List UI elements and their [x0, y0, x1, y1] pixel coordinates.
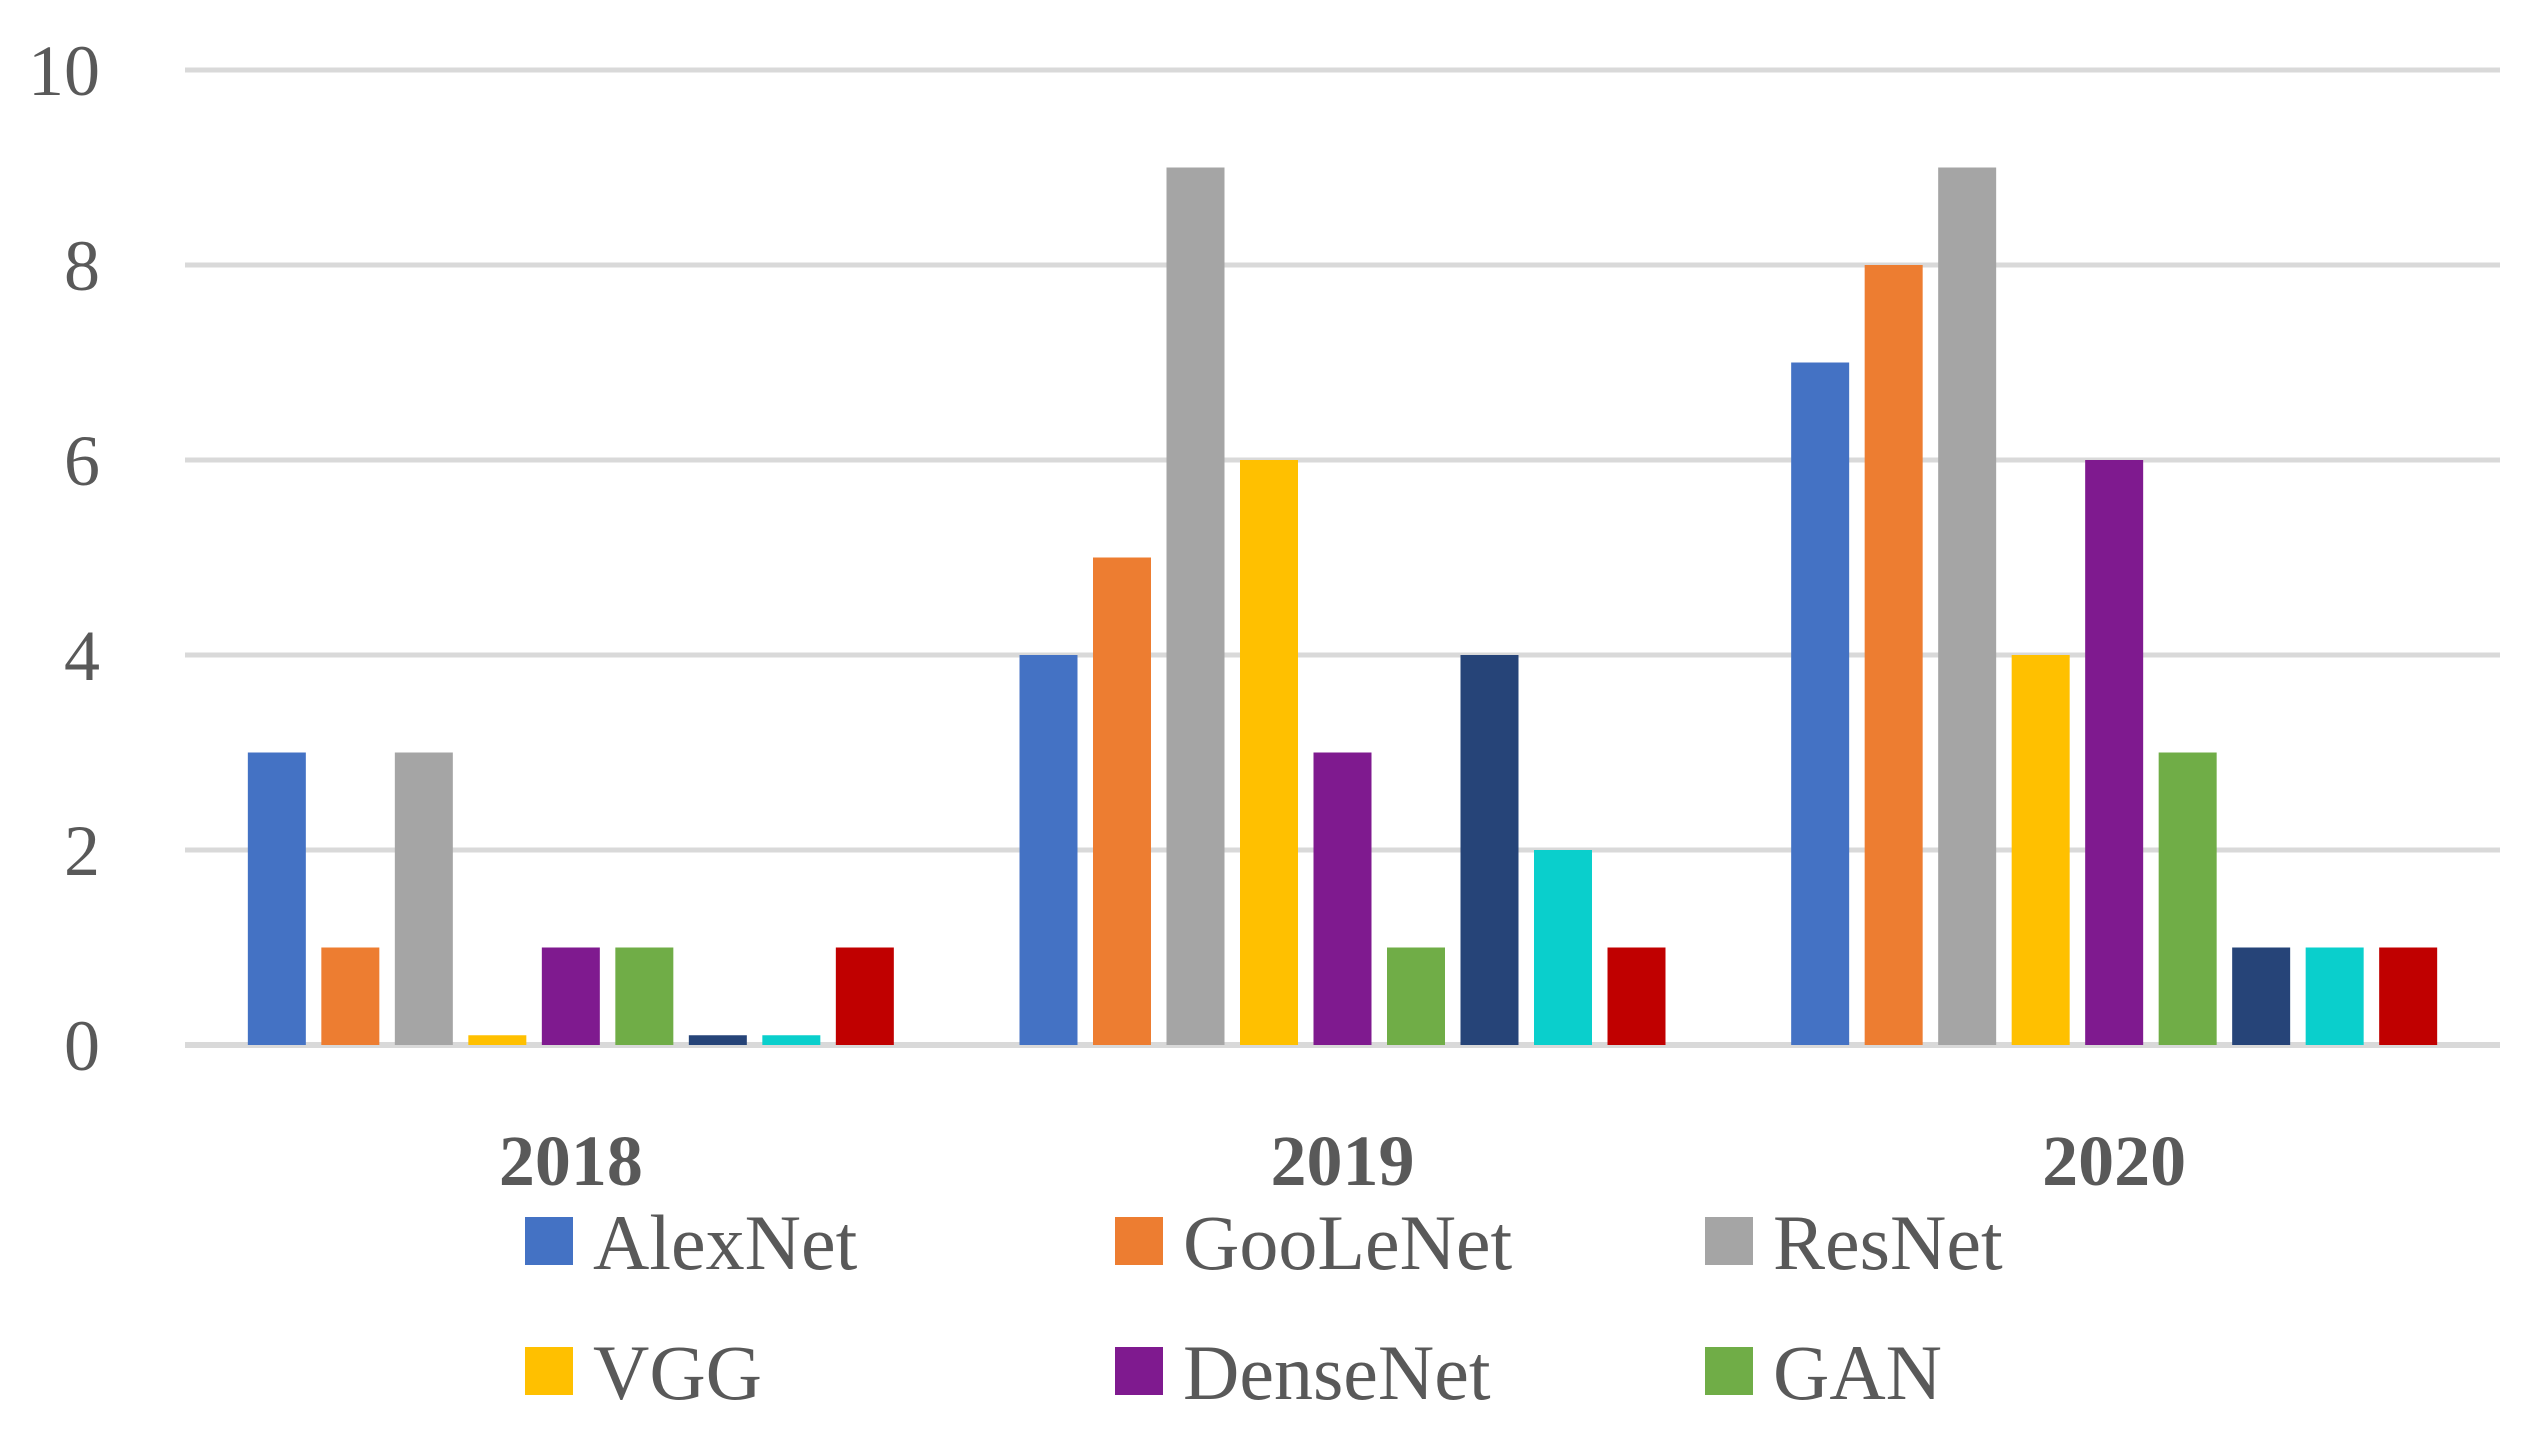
legend-label: ResNet [1773, 1199, 2003, 1286]
bar [2158, 752, 2217, 1045]
bar [1240, 460, 1298, 1045]
bar [1534, 850, 1592, 1045]
bar [321, 947, 380, 1045]
legend: AlexNet GooLeNet ResNet VGG DenseNet GAN [525, 1199, 2003, 1416]
bar [1166, 167, 1225, 1045]
y-tick-label: 0 [64, 1006, 100, 1086]
bar [468, 1035, 527, 1045]
x-category-label: 2018 [499, 1121, 643, 1201]
bar [394, 752, 453, 1045]
bar [1864, 265, 1923, 1045]
legend-label: AlexNet [593, 1199, 858, 1286]
bar [2011, 655, 2070, 1045]
bar [541, 947, 600, 1045]
bar [762, 1035, 821, 1045]
y-tick-label: 10 [28, 31, 100, 111]
y-tick-label: 8 [64, 226, 100, 306]
legend-swatch [1705, 1217, 1753, 1265]
legend-swatch [525, 1347, 573, 1395]
bar [688, 1035, 747, 1045]
bar [1313, 752, 1372, 1045]
bar [2085, 460, 2144, 1045]
x-category-label: 2020 [2042, 1121, 2186, 1201]
bar [1387, 947, 1445, 1045]
bar [835, 947, 894, 1045]
legend-label: GAN [1773, 1329, 1942, 1416]
legend-label: DenseNet [1183, 1329, 1491, 1416]
bar [1791, 362, 1850, 1045]
legend-label: GooLeNet [1183, 1199, 1513, 1286]
y-tick-label: 4 [64, 616, 100, 696]
bar [247, 752, 306, 1045]
bar [1019, 655, 1078, 1045]
legend-label: VGG [593, 1329, 762, 1416]
legend-swatch [1115, 1217, 1163, 1265]
bar [2232, 947, 2291, 1045]
bar [1460, 655, 1519, 1045]
bar [2305, 947, 2364, 1045]
y-tick-label: 2 [64, 811, 100, 891]
y-tick-label: 6 [64, 421, 100, 501]
bar [1093, 557, 1151, 1045]
legend-swatch [1705, 1347, 1753, 1395]
bar [1607, 947, 1666, 1045]
bar [1938, 167, 1997, 1045]
x-category-label: 2019 [1271, 1121, 1415, 1201]
x-axis-categories: 2018 2019 2020 [499, 1121, 2186, 1201]
legend-swatch [1115, 1347, 1163, 1395]
bar [2379, 947, 2438, 1045]
bars [247, 167, 2438, 1045]
legend-swatch [525, 1217, 573, 1265]
bar [615, 947, 674, 1045]
y-axis-ticks: 0 2 4 6 8 10 [28, 31, 100, 1086]
